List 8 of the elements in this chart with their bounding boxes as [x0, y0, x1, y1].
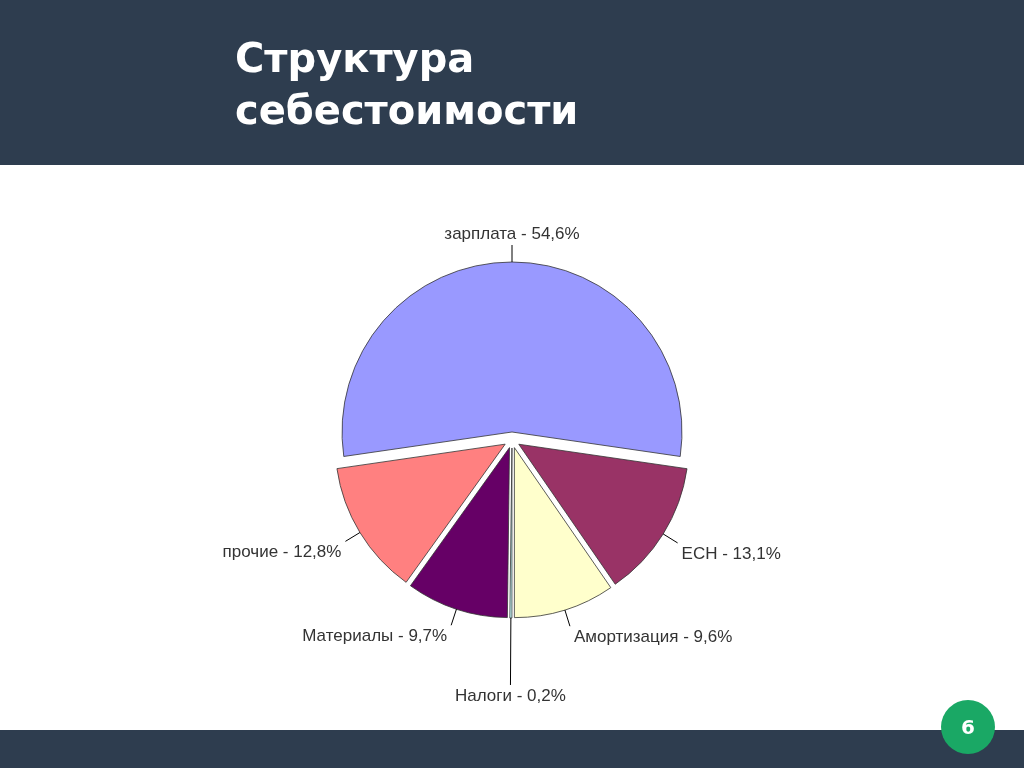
slice-label: ЕСН - 13,1%	[681, 543, 781, 563]
text: 6	[961, 715, 975, 739]
slice-label: Налоги - 0,2%	[455, 686, 566, 705]
slice-label: зарплата - 54,6%	[444, 224, 580, 243]
slice-label: прочие - 12,8%	[222, 542, 342, 562]
slice-label: Материалы - 9,7%	[302, 626, 448, 646]
slice-label: Амортизация - 9,6%	[573, 627, 733, 647]
chart-title: Структура себестоимости	[235, 35, 579, 133]
